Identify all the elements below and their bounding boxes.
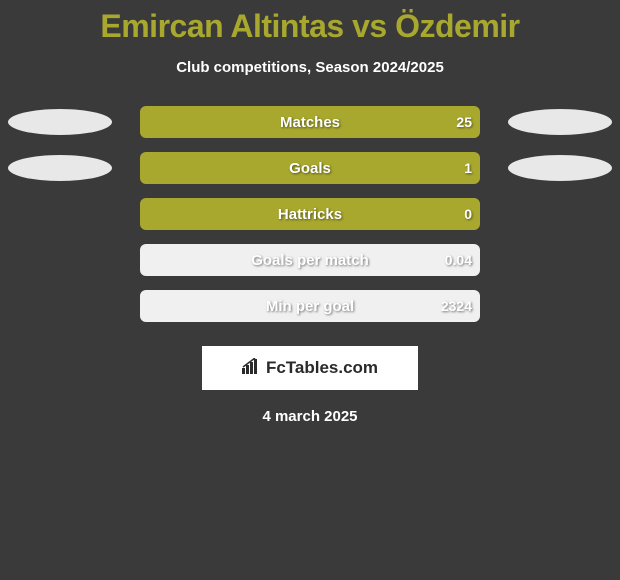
chart-icon [242,358,262,379]
stat-row: Goals 1 [0,152,620,198]
bar-track [140,198,480,230]
player-left-marker [8,109,112,135]
attribution-logo: FcTables.com [202,346,418,390]
player-left-marker [8,155,112,181]
bar-fill [140,152,480,184]
player-right-marker [508,155,612,181]
comparison-chart: Matches 25 Goals 1 Hattricks 0 Goals per… [0,106,620,336]
bar-track [140,106,480,138]
page-subtitle: Club competitions, Season 2024/2025 [0,59,620,76]
player-right-marker [508,109,612,135]
bar-track [140,244,480,276]
bar-track [140,290,480,322]
bar-fill [140,106,480,138]
page-title: Emircan Altintas vs Özdemir [0,0,620,45]
bar-track [140,152,480,184]
stat-row: Matches 25 [0,106,620,152]
stat-row: Goals per match 0.04 [0,244,620,290]
bar-fill [140,198,480,230]
stat-row: Min per goal 2324 [0,290,620,336]
logo-text: FcTables.com [266,358,378,378]
stat-row: Hattricks 0 [0,198,620,244]
date-label: 4 march 2025 [0,408,620,425]
